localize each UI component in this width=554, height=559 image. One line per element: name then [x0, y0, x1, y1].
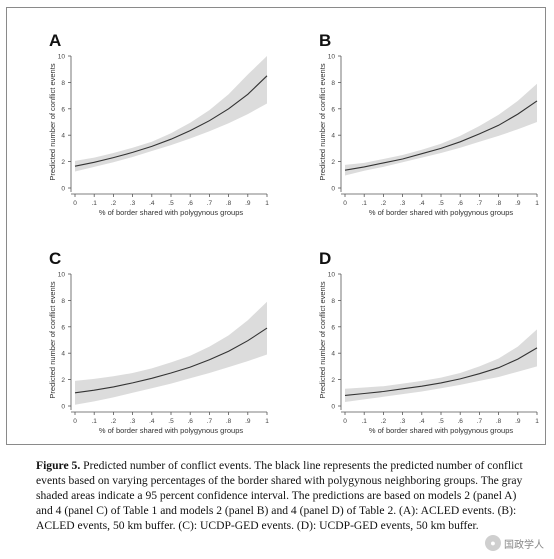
panel-d-chart: D 0 2 4 6 8 10 0 .1 .2 .3 .4 .5 .6 .7 .8 .9 1 % of border …	[277, 226, 545, 444]
x-tick-label: .4	[149, 200, 155, 207]
x-tick-label: .6	[187, 200, 193, 207]
y-tick-label: 8	[331, 298, 335, 305]
x-tick-label: .2	[111, 200, 117, 207]
y-tick-label: 4	[331, 351, 335, 358]
y-axis-label: Predicted number of conflict events	[48, 281, 57, 398]
x-tick-label: .1	[361, 200, 367, 207]
y-tick-label: 8	[331, 80, 335, 87]
panel-b-chart: B 0 2 4 6 8 10 0 .1 .2 .3 .4 .5 .6 .7 .8 .9 1 % of border …	[277, 8, 545, 226]
watermark-text: 国政学人	[504, 536, 544, 551]
x-tick-label: .8	[226, 200, 232, 207]
y-tick-label: 10	[328, 272, 336, 279]
x-axis-label: % of border shared with polygynous group…	[369, 426, 514, 435]
x-tick-label: .9	[515, 418, 521, 425]
x-tick-label: .8	[496, 418, 502, 425]
x-tick-label: 0	[73, 418, 77, 425]
x-tick-label: .2	[381, 200, 387, 207]
watermark: ● 国政学人	[485, 535, 544, 551]
y-tick-label: 2	[331, 377, 335, 384]
y-tick-label: 2	[331, 159, 335, 166]
x-tick-label: .3	[130, 418, 136, 425]
panel-label: B	[319, 31, 331, 50]
confidence-band	[345, 84, 537, 176]
x-tick-label: .4	[419, 200, 425, 207]
x-tick-label: .5	[438, 418, 444, 425]
x-tick-label: .5	[168, 200, 174, 207]
y-tick-label: 10	[328, 54, 336, 61]
x-tick-label: .7	[477, 418, 483, 425]
panel-label: A	[49, 31, 61, 50]
caption-text: Predicted number of conflict events. The…	[36, 459, 523, 532]
y-tick-label: 8	[61, 298, 65, 305]
figure-caption: Figure 5. Predicted number of conflict e…	[36, 458, 536, 533]
x-tick-label: .6	[457, 200, 463, 207]
figure-frame: A 0 2 4 6 8 10 0.1.2.3.4.5.6.7.8.9 1% of border …	[6, 7, 546, 445]
x-tick-label: .5	[438, 200, 444, 207]
y-tick-label: 2	[61, 159, 65, 166]
y-tick-label: 6	[61, 106, 65, 113]
y-tick-label: 2	[61, 377, 65, 384]
x-tick-label: 1	[535, 418, 539, 425]
x-tick-label: .4	[419, 418, 425, 425]
panel-a-chart: A 0 2 4 6 8 10 0 .1 .2 .3 .4 .5 .6 .7 .8 .9 1 % of border …	[7, 8, 275, 226]
x-tick-label: .9	[515, 200, 521, 207]
y-tick-label: 0	[331, 404, 335, 411]
wechat-icon: ●	[485, 535, 501, 551]
x-tick-label: 1	[265, 418, 269, 425]
caption-lead: Figure 5.	[36, 459, 80, 472]
y-tick-label: 4	[331, 133, 335, 140]
y-tick-label: 0	[61, 186, 65, 193]
x-tick-label: 0	[343, 200, 347, 207]
x-tick-label: .7	[207, 200, 213, 207]
y-axis-label: Predicted number of conflict events	[318, 281, 327, 398]
y-tick-label: 4	[61, 351, 65, 358]
x-tick-label: .2	[381, 418, 387, 425]
x-tick-label: .3	[400, 200, 406, 207]
panel-label: D	[319, 249, 331, 268]
x-tick-label: .6	[457, 418, 463, 425]
y-tick-label: 6	[61, 324, 65, 331]
x-axis-label: % of border shared with polygynous group…	[369, 208, 514, 217]
x-tick-label: .9	[245, 418, 251, 425]
x-tick-label: 0	[343, 418, 347, 425]
panel-c-chart: C 0 2 4 6 8 10 0 .1 .2 .3 .4 .5 .6 .7 .8 .9 1 % of border …	[7, 226, 275, 444]
confidence-band	[75, 302, 267, 405]
y-tick-label: 10	[58, 54, 66, 61]
y-tick-label: 6	[331, 106, 335, 113]
y-tick-label: 0	[331, 186, 335, 193]
y-tick-label: 10	[58, 272, 66, 279]
x-tick-label: .8	[496, 200, 502, 207]
y-tick-label: 0	[61, 404, 65, 411]
panel-label: C	[49, 249, 61, 268]
y-tick-label: 4	[61, 133, 65, 140]
confidence-band	[345, 329, 537, 402]
x-tick-label: .4	[149, 418, 155, 425]
confidence-band	[75, 56, 267, 172]
x-tick-label: .7	[207, 418, 213, 425]
x-tick-label: .1	[361, 418, 367, 425]
x-tick-label: .6	[187, 418, 193, 425]
x-tick-label: .1	[91, 200, 97, 207]
x-tick-label: .9	[245, 200, 251, 207]
x-tick-label: .3	[130, 200, 136, 207]
x-tick-label: 1	[265, 200, 269, 207]
y-tick-label: 8	[61, 80, 65, 87]
x-tick-label: 1	[535, 200, 539, 207]
x-tick-label: 0	[73, 200, 77, 207]
x-tick-label: .5	[168, 418, 174, 425]
x-tick-label: .7	[477, 200, 483, 207]
x-tick-label: .1	[91, 418, 97, 425]
x-axis-label: % of border shared with polygynous group…	[99, 426, 244, 435]
x-tick-label: .3	[400, 418, 406, 425]
y-axis-label: Predicted number of conflict events	[48, 63, 57, 180]
x-tick-label: .8	[226, 418, 232, 425]
x-tick-label: .2	[111, 418, 117, 425]
x-axis-label: % of border shared with polygynous group…	[99, 208, 244, 217]
y-axis-label: Predicted number of conflict events	[318, 63, 327, 180]
y-tick-label: 6	[331, 324, 335, 331]
